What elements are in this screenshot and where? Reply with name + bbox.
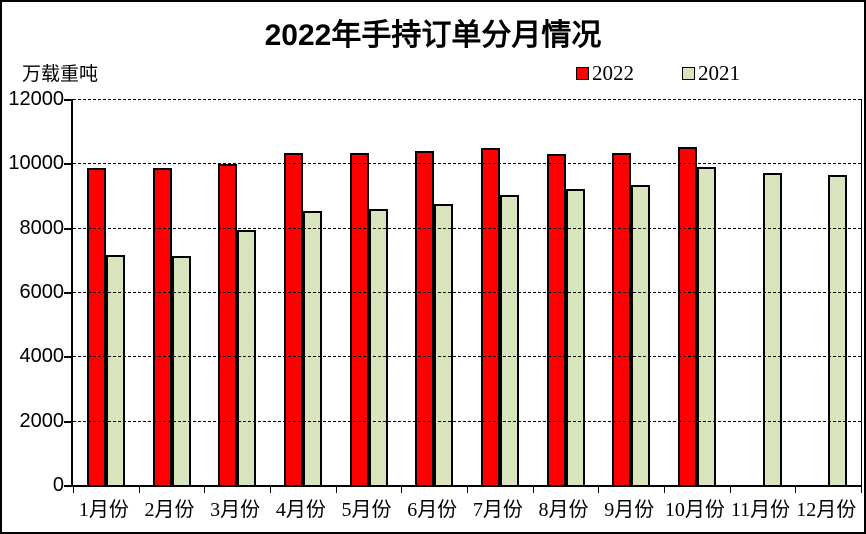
legend-swatch-2022-icon	[576, 67, 589, 80]
bar-2021-10月份	[696, 166, 716, 485]
y-axis-label: 12000	[8, 88, 64, 110]
bar-group-6月份	[401, 99, 467, 485]
x-tick	[73, 487, 74, 493]
x-tick	[270, 487, 271, 493]
y-tick	[64, 356, 71, 359]
bar-2022-4月份	[283, 153, 303, 485]
bar-group-5月份	[336, 99, 402, 485]
x-tick	[138, 487, 140, 493]
legend-label-2021: 2021	[698, 61, 740, 85]
x-tick	[532, 487, 534, 493]
x-axis-labels: 1月份 2月份 3月份 4月份 5月份 6月份 7月份 8月份 9月份 10月份 11月份 12月份	[71, 493, 859, 522]
chart-title: 2022年手持订单分月情况	[264, 19, 602, 52]
bar-2021-5月份	[368, 208, 388, 485]
bar-2022-10月份	[677, 146, 697, 485]
x-axis-label-1月份: 1月份	[78, 499, 129, 521]
gridline-8000	[73, 227, 861, 229]
x-tick	[467, 487, 468, 493]
y-tick	[64, 485, 71, 487]
gridline-12000	[73, 99, 861, 100]
legend-swatch-2021-icon	[682, 67, 695, 80]
y-tick	[64, 99, 71, 101]
bar-group-9月份	[598, 99, 664, 485]
gridline-6000	[73, 292, 861, 293]
bar-group-4月份	[270, 99, 336, 485]
bar-group-2月份	[139, 99, 205, 485]
bar-2021-4月份	[302, 210, 322, 485]
gridline-4000	[73, 356, 861, 358]
y-tick	[64, 420, 71, 423]
bar-group-10月份	[664, 99, 730, 485]
bar-2021-12月份	[828, 174, 848, 485]
bar-2022-1月份	[86, 167, 106, 485]
x-tick	[598, 487, 600, 493]
x-axis-label-2月份: 2月份	[144, 499, 195, 521]
x-axis-label-12月份: 12月份	[796, 499, 857, 521]
x-axis-label-3月份: 3月份	[210, 499, 261, 521]
x-tick	[401, 487, 403, 493]
x-tick	[664, 487, 665, 493]
bar-2022-5月份	[349, 153, 369, 485]
bar-2021-8月份	[565, 188, 585, 485]
x-axis-label-9月份: 9月份	[604, 499, 655, 521]
y-tick	[64, 227, 71, 230]
bar-2021-11月份	[762, 172, 782, 485]
x-axis-label-8月份: 8月份	[538, 499, 589, 521]
x-axis-label-11月份: 11月份	[730, 499, 791, 521]
y-axis-label: 6000	[19, 281, 65, 303]
bar-2021-9月份	[631, 185, 651, 485]
chart-plot-area	[64, 99, 862, 493]
bar-2021-6月份	[434, 204, 454, 485]
gridline-2000	[73, 420, 861, 422]
y-axis-label: 10000	[8, 152, 64, 175]
y-axis-label: 8000	[19, 216, 65, 239]
bar-2021-2月份	[171, 255, 191, 485]
x-axis-label-10月份: 10月份	[664, 499, 725, 521]
bar-2021-1月份	[105, 254, 125, 485]
bar-2021-3月份	[237, 229, 257, 485]
bar-groups	[73, 99, 861, 485]
x-axis-label-7月份: 7月份	[472, 499, 523, 521]
legend: 2022 2021	[576, 63, 740, 84]
bar-2022-2月份	[152, 168, 172, 485]
legend-label-2022: 2022	[592, 61, 634, 85]
bar-group-1月份	[73, 99, 139, 485]
bar-group-11月份	[730, 99, 796, 485]
x-tick	[861, 487, 862, 493]
bar-group-8月份	[533, 99, 599, 485]
x-tick	[729, 487, 731, 493]
bar-2022-7月份	[480, 148, 500, 485]
y-tick	[64, 163, 71, 166]
y-axis-label: 0	[52, 474, 64, 496]
bar-2022-8月份	[546, 153, 566, 485]
x-axis-label-6月份: 6月份	[407, 499, 458, 521]
bar-group-12月份	[795, 99, 861, 485]
y-tick	[64, 292, 71, 294]
bar-2021-7月份	[499, 195, 519, 485]
y-axis-label: 2000	[19, 409, 65, 432]
legend-item-2022: 2022	[576, 63, 634, 84]
gridline-10000	[73, 163, 861, 165]
y-axis-label: 4000	[19, 345, 65, 368]
bar-2022-3月份	[218, 164, 238, 485]
x-tick	[335, 487, 337, 493]
bar-2022-6月份	[415, 151, 435, 485]
x-tick	[204, 487, 206, 493]
bar-2022-9月份	[612, 152, 632, 485]
y-axis-title: 万载重吨	[22, 64, 99, 85]
x-axis-label-5月份: 5月份	[341, 499, 392, 521]
bar-group-7月份	[467, 99, 533, 485]
legend-item-2021: 2021	[682, 63, 740, 84]
x-axis-label-4月份: 4月份	[275, 499, 326, 521]
x-tick	[795, 487, 797, 493]
